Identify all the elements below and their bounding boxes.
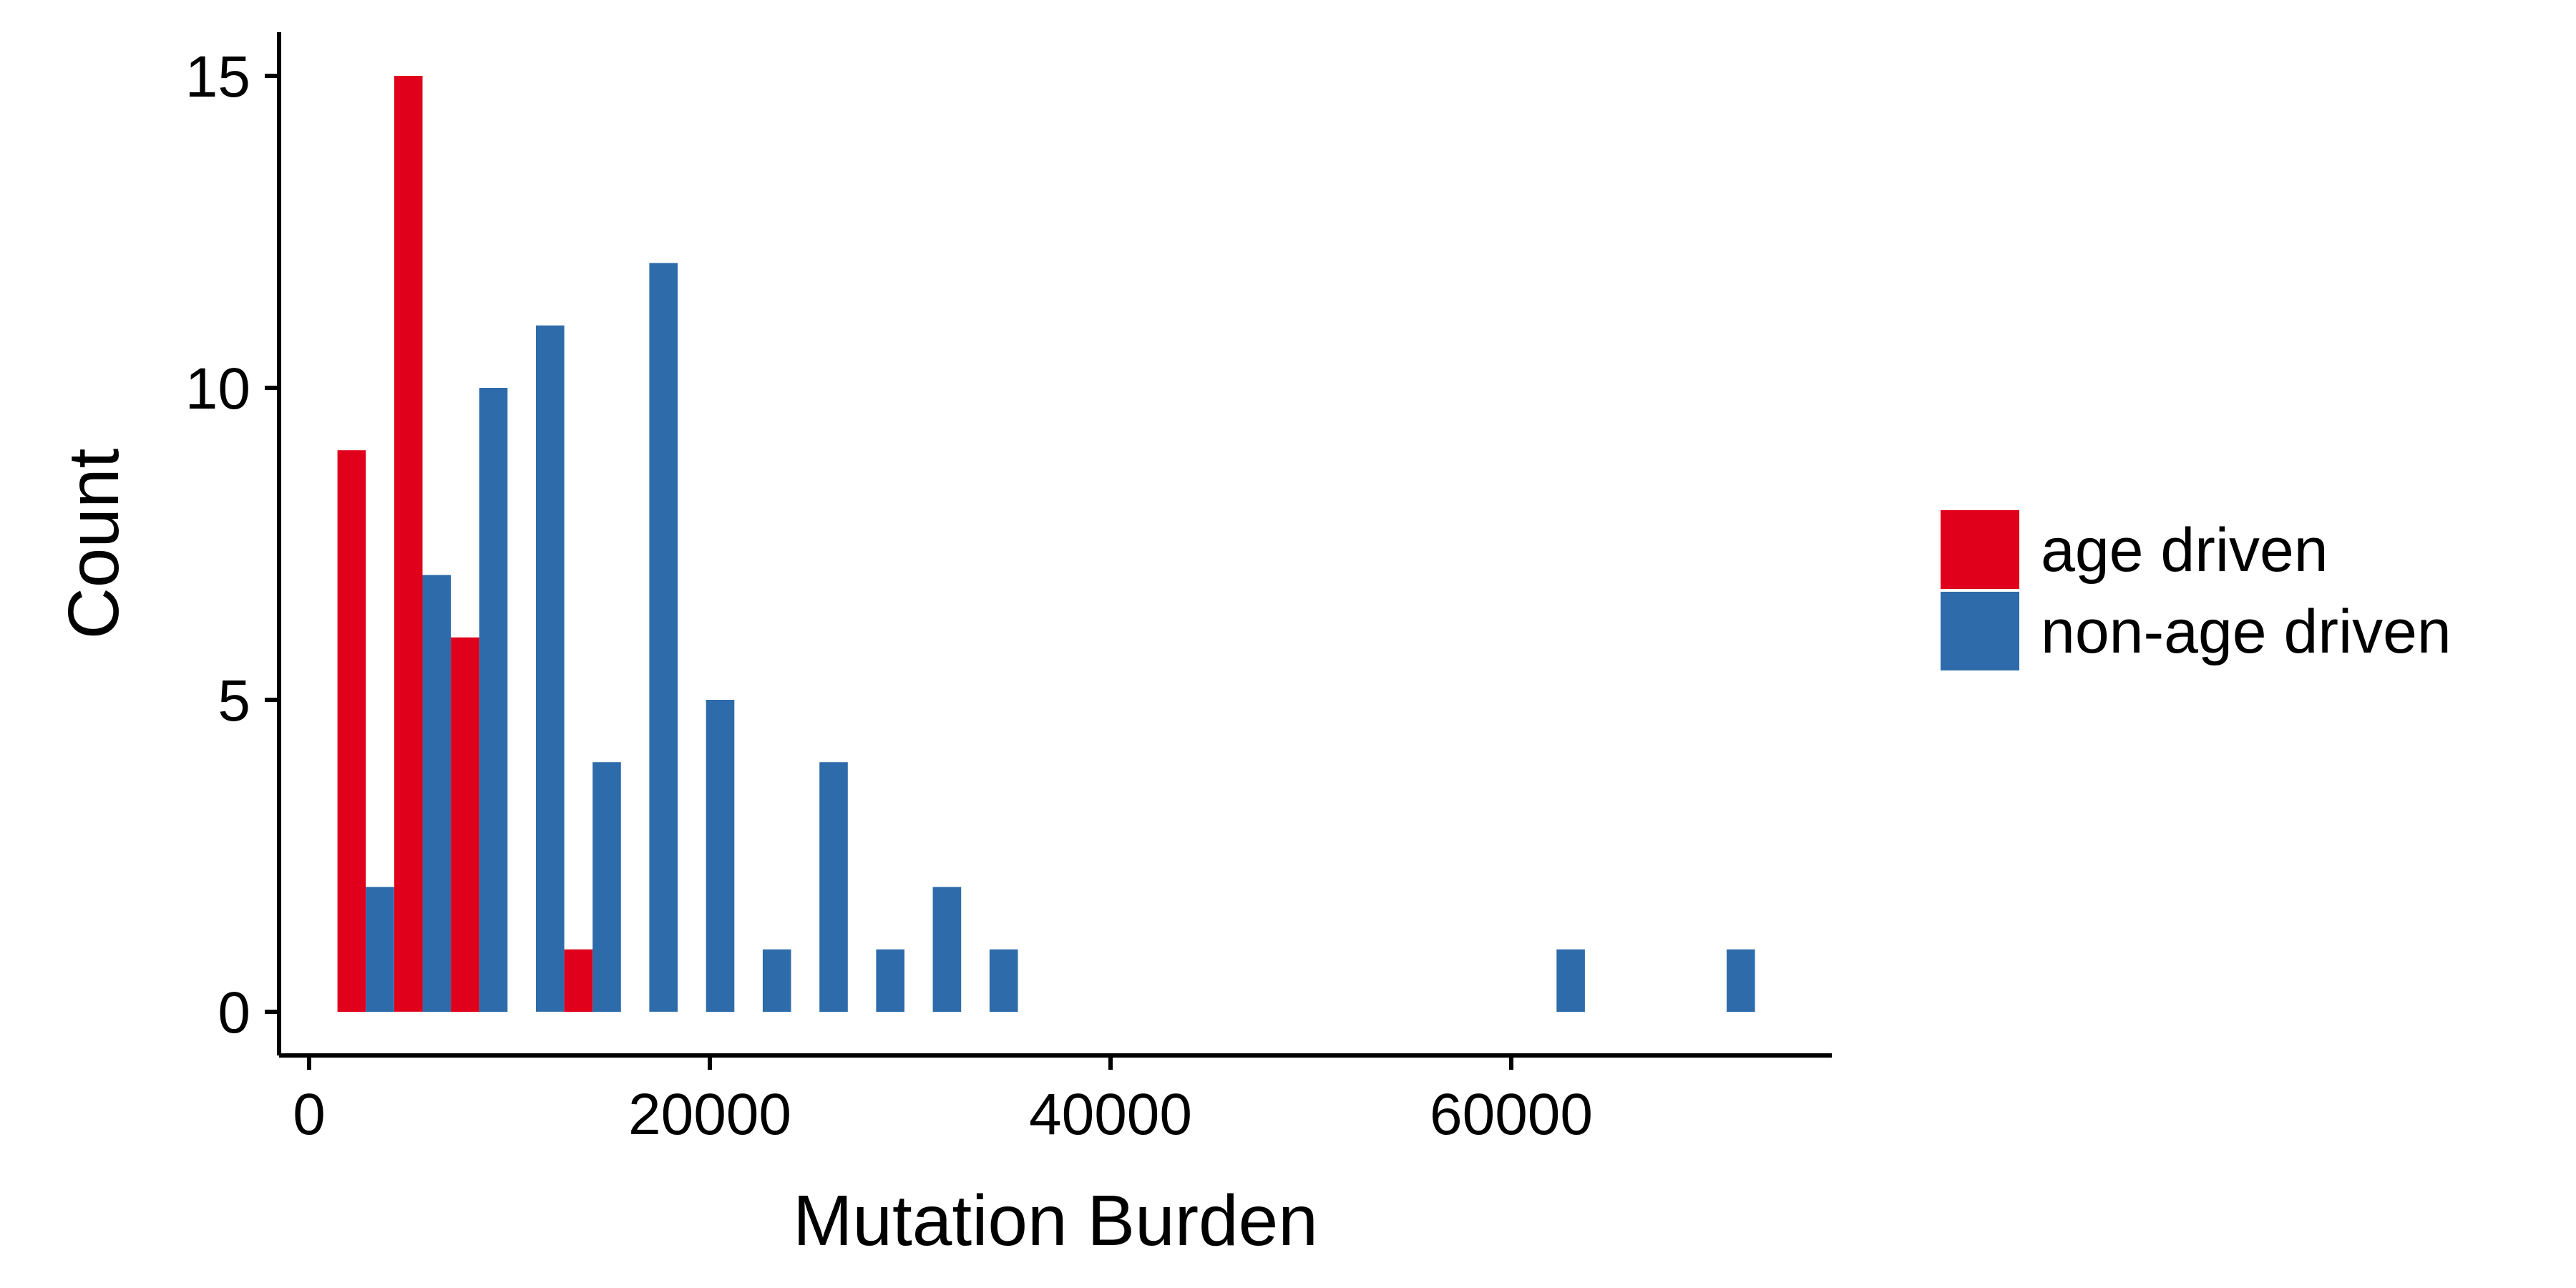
- bar-non-age-driven: [876, 949, 904, 1012]
- legend: age driven non-age driven: [1941, 510, 2451, 670]
- y-tick-label: 15: [185, 44, 250, 109]
- bar-non-age-driven: [1727, 949, 1755, 1012]
- bar-non-age-driven: [536, 325, 565, 1012]
- y-tick-label: 5: [218, 668, 250, 733]
- bar-non-age-driven: [592, 762, 621, 1012]
- bar-non-age-driven: [366, 887, 394, 1012]
- x-axis-title: Mutation Burden: [793, 1181, 1318, 1261]
- legend-key-age-driven: [1941, 510, 2019, 589]
- bar-non-age-driven: [1556, 949, 1585, 1012]
- bar-non-age-driven: [706, 700, 735, 1012]
- y-tick-label: 0: [218, 980, 250, 1045]
- bar-non-age-driven: [989, 949, 1018, 1012]
- x-tick-label: 0: [293, 1082, 326, 1147]
- legend-label: non-age driven: [2041, 597, 2451, 666]
- bar-non-age-driven: [649, 263, 678, 1012]
- bar-non-age-driven: [819, 762, 848, 1012]
- y-axis-title: Count: [54, 448, 134, 639]
- legend-key-non-age-driven: [1941, 592, 2019, 670]
- x-tick-label: 40000: [1029, 1082, 1192, 1147]
- bar-age-driven: [394, 76, 423, 1012]
- y-axis-ticks: 0 5 10 15: [185, 44, 279, 1045]
- bar-age-driven: [337, 450, 366, 1012]
- y-tick-label: 10: [185, 356, 250, 421]
- x-tick-label: 20000: [628, 1082, 791, 1147]
- legend-label: age driven: [2041, 516, 2328, 585]
- bar-non-age-driven: [762, 949, 791, 1012]
- bar-age-driven: [451, 637, 479, 1012]
- bar-non-age-driven: [422, 575, 452, 1012]
- bar-age-driven: [564, 949, 593, 1012]
- bar-non-age-driven: [932, 887, 962, 1012]
- bars-layer: [337, 76, 1755, 1012]
- bar-non-age-driven: [479, 388, 508, 1012]
- x-axis-ticks: 0 20000 40000 60000: [293, 1055, 1593, 1147]
- x-tick-label: 60000: [1430, 1082, 1593, 1147]
